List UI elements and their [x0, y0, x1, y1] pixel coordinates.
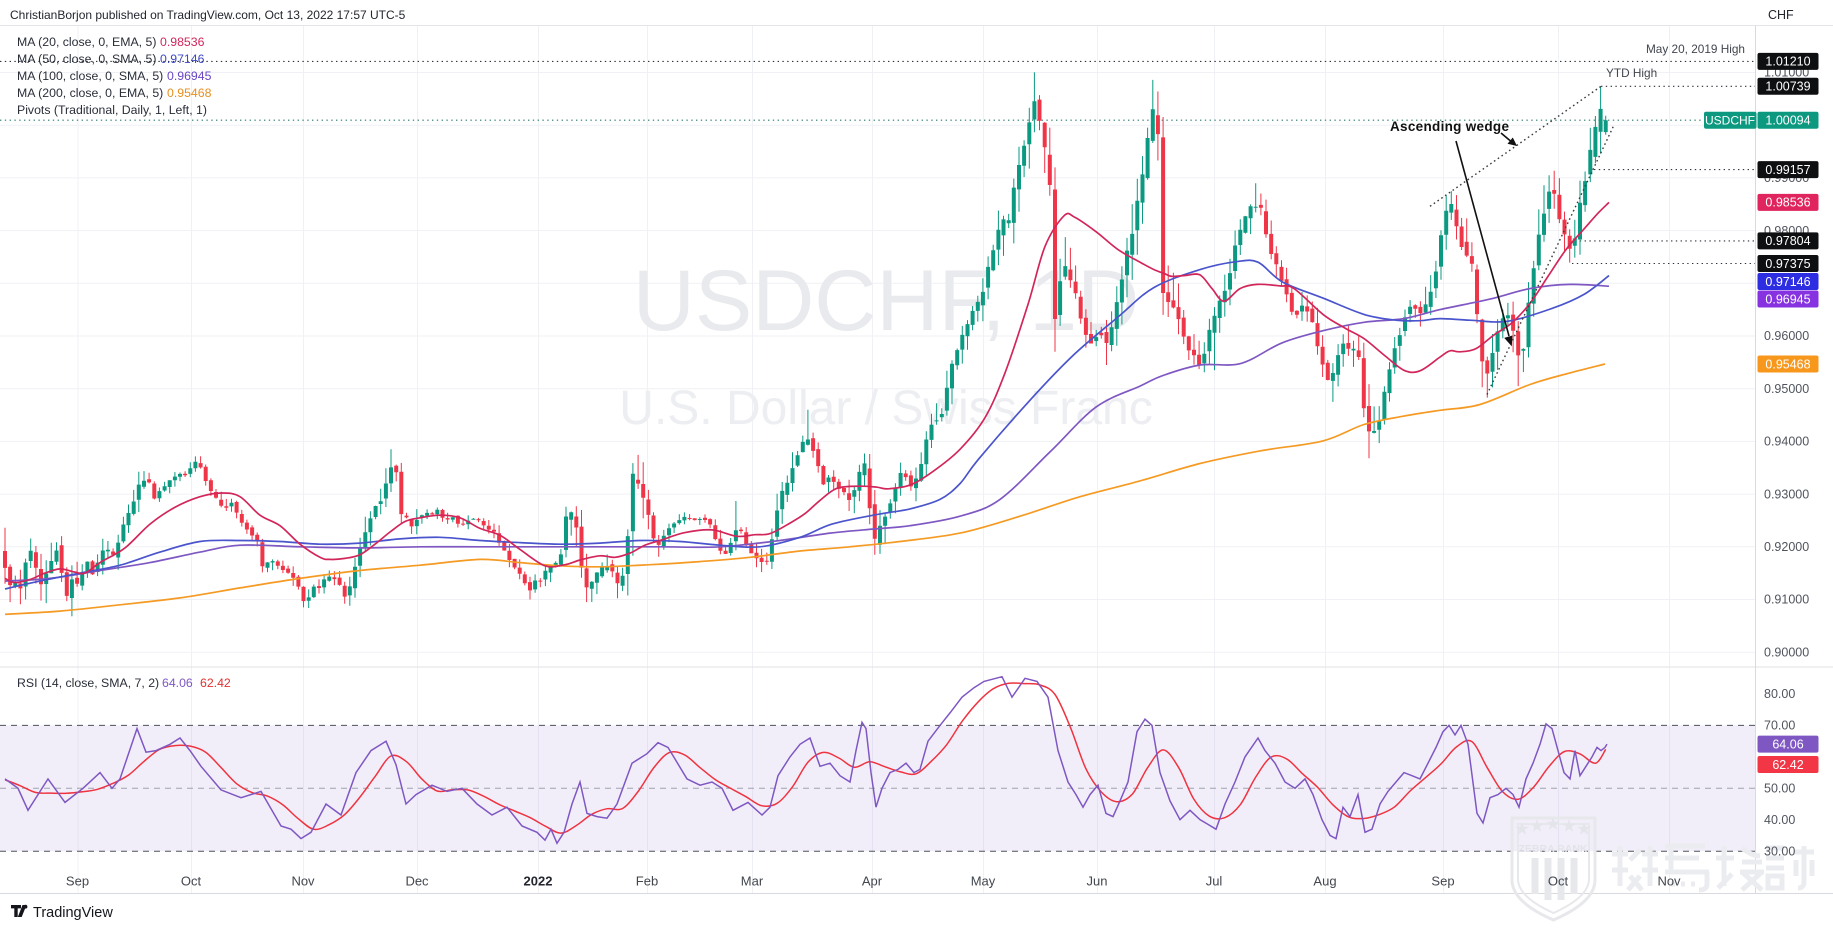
svg-text:0.95468: 0.95468 [167, 86, 212, 100]
svg-text:64.06: 64.06 [1772, 737, 1803, 751]
svg-text:Jun: Jun [1087, 874, 1108, 889]
svg-text:0.92000: 0.92000 [1764, 540, 1809, 554]
svg-text:64.06: 64.06 [162, 676, 193, 690]
svg-text:CHF: CHF [1768, 8, 1794, 22]
svg-text:0.90000: 0.90000 [1764, 645, 1809, 659]
svg-text:USDCHF: USDCHF [1705, 113, 1755, 127]
svg-text:Sep: Sep [1431, 874, 1454, 889]
svg-text:Sep: Sep [66, 874, 89, 889]
svg-text:MA (20, close, 0, EMA, 5): MA (20, close, 0, EMA, 5) [17, 35, 156, 49]
svg-text:YTD High: YTD High [1606, 66, 1657, 80]
svg-text:0.98536: 0.98536 [160, 35, 205, 49]
svg-text:0.97804: 0.97804 [1765, 234, 1810, 248]
svg-text:Nov: Nov [291, 874, 315, 889]
svg-text:TradingView: TradingView [33, 905, 113, 921]
svg-text:0.97146: 0.97146 [160, 52, 205, 66]
svg-text:Feb: Feb [636, 874, 658, 889]
svg-text:Apr: Apr [862, 874, 883, 889]
svg-text:Aug: Aug [1313, 874, 1336, 889]
svg-text:0.98536: 0.98536 [1765, 196, 1810, 210]
svg-text:U.S. Dollar / Swiss Franc: U.S. Dollar / Swiss Franc [619, 382, 1152, 435]
svg-text:1.01210: 1.01210 [1765, 55, 1810, 69]
svg-text:May: May [971, 874, 996, 889]
svg-text:62.42: 62.42 [1772, 758, 1803, 772]
svg-text:Mar: Mar [741, 874, 764, 889]
svg-text:70.00: 70.00 [1764, 719, 1795, 733]
svg-text:30.00: 30.00 [1764, 844, 1795, 858]
svg-text:40.00: 40.00 [1764, 813, 1795, 827]
svg-text:0.97146: 0.97146 [1765, 275, 1810, 289]
svg-text:May 20, 2019 High: May 20, 2019 High [1646, 42, 1745, 56]
svg-text:MA (50, close, 0, SMA, 5): MA (50, close, 0, SMA, 5) [17, 52, 156, 66]
svg-text:0.96945: 0.96945 [1765, 292, 1810, 306]
svg-text:0.93000: 0.93000 [1764, 487, 1809, 501]
svg-text:USDCHF, 1D: USDCHF, 1D [633, 253, 1140, 349]
svg-text:0.91000: 0.91000 [1764, 593, 1809, 607]
svg-text:80.00: 80.00 [1764, 687, 1795, 701]
svg-text:ZEBRA RANK: ZEBRA RANK [1518, 843, 1587, 855]
svg-text:0.95000: 0.95000 [1764, 382, 1809, 396]
svg-text:Jul: Jul [1206, 874, 1223, 889]
svg-text:0.96945: 0.96945 [167, 69, 212, 83]
svg-text:1.00094: 1.00094 [1765, 113, 1810, 127]
svg-text:ChristianBorjon published on T: ChristianBorjon published on TradingView… [10, 8, 406, 22]
svg-text:0.95468: 0.95468 [1765, 357, 1810, 371]
svg-text:Oct: Oct [1548, 874, 1569, 889]
svg-text:0.96000: 0.96000 [1764, 329, 1809, 343]
svg-text:MA (200, close, 0, EMA, 5): MA (200, close, 0, EMA, 5) [17, 86, 163, 100]
svg-text:Ascending wedge: Ascending wedge [1390, 119, 1509, 134]
svg-text:0.94000: 0.94000 [1764, 435, 1809, 449]
svg-text:Dec: Dec [405, 874, 429, 889]
svg-text:Oct: Oct [181, 874, 202, 889]
svg-text:RSI (14, close, SMA, 7, 2): RSI (14, close, SMA, 7, 2) [17, 676, 159, 690]
svg-text:2022: 2022 [524, 874, 553, 889]
svg-text:0.99157: 0.99157 [1765, 163, 1810, 177]
svg-text:Pivots (Traditional, Daily, 1,: Pivots (Traditional, Daily, 1, Left, 1) [17, 103, 207, 117]
svg-text:0.97375: 0.97375 [1765, 257, 1810, 271]
svg-text:Nov: Nov [1657, 874, 1681, 889]
svg-text:1.00739: 1.00739 [1765, 80, 1810, 94]
svg-text:50.00: 50.00 [1764, 782, 1795, 796]
svg-text:62.42: 62.42 [200, 676, 231, 690]
svg-text:MA (100, close, 0, SMA, 5): MA (100, close, 0, SMA, 5) [17, 69, 163, 83]
